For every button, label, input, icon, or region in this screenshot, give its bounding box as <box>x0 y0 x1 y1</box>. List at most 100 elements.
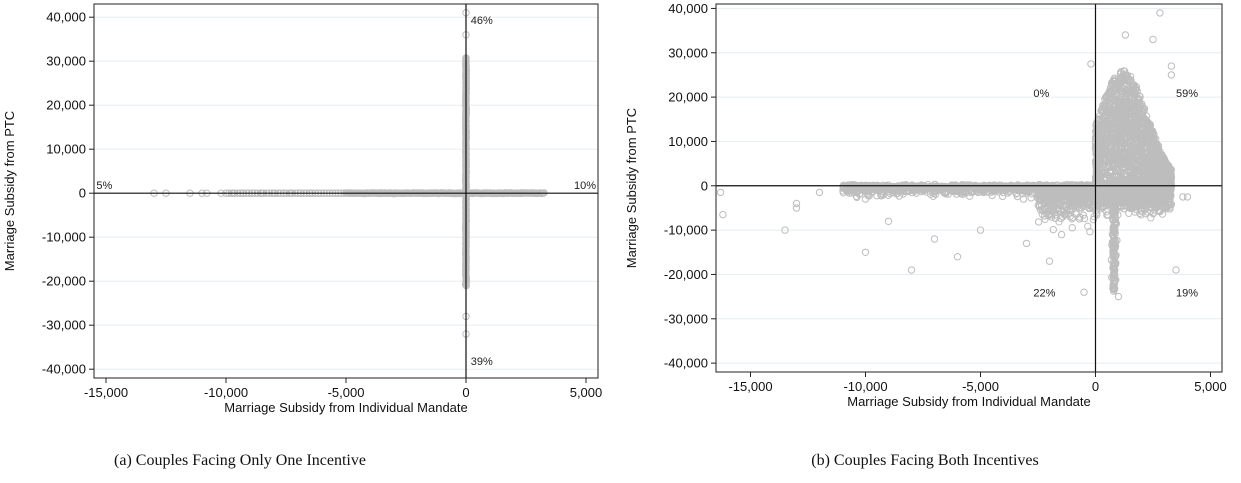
scatter-point <box>1137 115 1146 123</box>
scatter-point <box>1049 225 1058 234</box>
scatter-point <box>1050 191 1058 199</box>
y-tick-label: -20,000 <box>664 267 708 282</box>
y-tick-label: 10,000 <box>668 134 708 149</box>
scatter-point <box>1147 152 1155 160</box>
scatter-point <box>1111 217 1120 226</box>
scatter-point <box>1138 190 1146 199</box>
scatter-point <box>852 192 861 201</box>
panel-a-only-one-incentive: 40,000 30,000 20,000 10,000 0 -10,000 -20,000 -… <box>2 3 602 415</box>
y-tick-label: -40,000 <box>42 362 86 377</box>
scatter-point <box>719 210 727 219</box>
scatter-point <box>1097 106 1105 115</box>
scatter-point <box>1045 189 1053 197</box>
scatter-point <box>907 266 916 274</box>
scatter-point <box>1079 195 1088 203</box>
scatter-point <box>1140 105 1149 113</box>
scatter-point <box>1156 183 1164 192</box>
scatter-point <box>1080 199 1089 207</box>
scatter-point <box>1108 149 1116 157</box>
scatter-point <box>1126 116 1134 125</box>
x-tick-label: -15,000 <box>84 385 128 400</box>
scatter-point <box>891 188 900 196</box>
scatter-point <box>1152 201 1160 209</box>
scatter-point <box>1115 172 1123 180</box>
scatter-point <box>1134 126 1142 135</box>
scatter-point <box>861 195 870 203</box>
scatter-point <box>1052 214 1060 223</box>
scatter-point <box>976 226 985 234</box>
scatter-point <box>1104 129 1112 138</box>
scatter-point <box>1111 277 1119 285</box>
scatter-point <box>1117 170 1125 178</box>
y-tick-label: -10,000 <box>664 223 708 238</box>
scatter-point <box>1167 62 1176 70</box>
scatter-point <box>1109 76 1118 84</box>
scatter-point <box>1059 213 1067 221</box>
scatter-point <box>1103 101 1111 110</box>
scatter-point <box>861 248 870 257</box>
scatter-point <box>884 217 893 226</box>
scatter-point <box>1093 143 1101 151</box>
quadrant-share-label: 10% <box>574 180 596 192</box>
scatter-point <box>1107 83 1115 91</box>
scatter-point <box>1057 230 1066 239</box>
scatter-point <box>1166 166 1175 174</box>
scatter-point <box>1039 207 1047 215</box>
x-tick-label: 0 <box>1092 379 1099 394</box>
scatter-point <box>1120 92 1128 100</box>
scatter-point <box>1172 266 1180 274</box>
scatter-point <box>1183 193 1192 201</box>
scatter-points <box>150 9 548 338</box>
scatter-point <box>1110 280 1119 288</box>
scatter-point <box>1080 214 1089 223</box>
scatter-point <box>1110 234 1119 242</box>
scatter-point <box>1132 151 1140 160</box>
scatter-point <box>1111 229 1119 238</box>
scatter-point <box>1135 96 1144 104</box>
scatter-point <box>1112 276 1120 284</box>
panel-b-both-incentives: 40,000 30,000 20,000 10,000 0 -10,000 -20,000 -… <box>624 1 1227 409</box>
scatter-points <box>716 9 1192 301</box>
scatter-point <box>1122 96 1130 104</box>
scatter-point <box>907 183 916 192</box>
scatter-point <box>1130 171 1139 180</box>
scatter-point <box>852 184 861 193</box>
scatter-point <box>1020 187 1028 195</box>
scatter-point <box>1114 86 1122 94</box>
scatter-point <box>1111 266 1119 274</box>
scatter-point <box>1113 157 1121 165</box>
scatter-point <box>1076 189 1084 198</box>
scatter-point <box>1153 164 1161 172</box>
y-tick-label: 20,000 <box>46 98 86 113</box>
scatter-point <box>1109 187 1117 196</box>
scatter-point <box>1027 194 1035 202</box>
scatter-point <box>1129 87 1138 95</box>
scatter-point <box>1111 208 1119 216</box>
scatter-point <box>951 187 959 196</box>
scatter-point <box>1092 130 1101 138</box>
scatter-point <box>1136 209 1144 218</box>
scatter-point <box>1125 166 1133 175</box>
scatter-point <box>1022 239 1031 248</box>
scatter-point <box>1134 95 1143 103</box>
scatter-point <box>1112 142 1121 151</box>
scatter-point <box>1112 259 1120 267</box>
scatter-point <box>1141 115 1149 123</box>
scatter-point <box>1110 224 1118 233</box>
scatter-point <box>1107 141 1115 150</box>
scatter-point <box>1096 183 1104 191</box>
scatter-point <box>1125 106 1133 115</box>
scatter-point <box>1079 211 1088 219</box>
scatter-point <box>1123 183 1131 192</box>
scatter-point <box>1054 207 1063 215</box>
scatter-point <box>1082 183 1090 191</box>
scatter-point <box>1136 110 1145 118</box>
scatter-point <box>1120 190 1129 199</box>
scatter-point <box>1072 210 1081 218</box>
scatter-point <box>1140 206 1149 214</box>
scatter-point <box>891 184 899 192</box>
quadrant-share-label: 19% <box>1176 288 1198 300</box>
scatter-point <box>1149 209 1157 217</box>
scatter-point <box>1114 292 1123 301</box>
scatter-point <box>1123 125 1131 133</box>
